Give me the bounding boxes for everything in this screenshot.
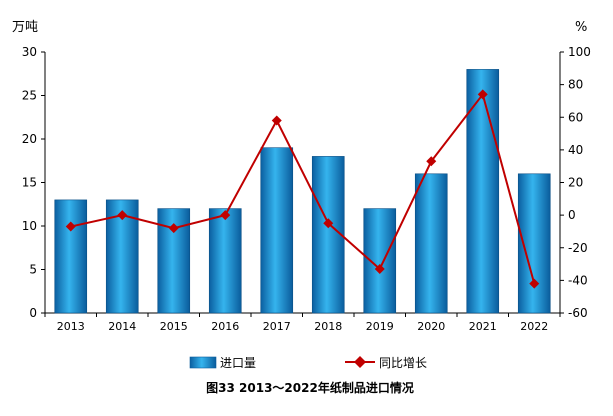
x-tick-label: 2020 bbox=[417, 320, 445, 333]
left-tick-label: 25 bbox=[22, 89, 37, 103]
right-tick-label: 0 bbox=[568, 208, 576, 222]
right-tick-label: 100 bbox=[568, 45, 591, 59]
x-tick-label: 2013 bbox=[57, 320, 85, 333]
legend-line-label: 同比增长 bbox=[379, 356, 427, 370]
growth-point bbox=[65, 221, 76, 232]
x-tick-label: 2018 bbox=[314, 320, 342, 333]
growth-point bbox=[220, 210, 231, 221]
line-series bbox=[65, 89, 540, 289]
left-tick-label: 5 bbox=[29, 263, 37, 277]
legend: 进口量 同比增长 bbox=[189, 356, 427, 370]
right-tick-label: 40 bbox=[568, 143, 583, 157]
legend-bar-swatch bbox=[189, 356, 217, 369]
bar bbox=[311, 156, 345, 314]
left-tick-label: 0 bbox=[29, 306, 37, 320]
x-tick-label: 2015 bbox=[160, 320, 188, 333]
growth-point bbox=[168, 223, 179, 234]
right-tick-label: 80 bbox=[568, 78, 583, 92]
left-tick-label: 10 bbox=[22, 219, 37, 233]
x-tick-label: 2021 bbox=[469, 320, 497, 333]
left-tick-label: 30 bbox=[22, 45, 37, 59]
growth-point bbox=[529, 278, 540, 289]
right-tick-label: -20 bbox=[568, 241, 588, 255]
right-tick-label: 20 bbox=[568, 176, 583, 190]
growth-line bbox=[70, 92, 536, 284]
bar bbox=[414, 173, 448, 314]
growth-point bbox=[426, 156, 437, 167]
bar bbox=[363, 208, 397, 314]
x-tick-label: 2022 bbox=[520, 320, 548, 333]
bar bbox=[54, 199, 88, 314]
tick-labels: 0 5 10 15 20 25 30 -60 -40 -20 0 20 40 60 80 100 2013 201… bbox=[22, 45, 591, 333]
left-tick-label: 15 bbox=[22, 176, 37, 190]
growth-point bbox=[477, 89, 488, 100]
right-tick-label: -40 bbox=[568, 273, 588, 287]
x-tick-label: 2016 bbox=[211, 320, 239, 333]
legend-line-marker bbox=[354, 356, 366, 368]
growth-point bbox=[323, 218, 334, 229]
growth-point bbox=[117, 210, 128, 221]
left-tick-label: 20 bbox=[22, 132, 37, 146]
legend-bar-label: 进口量 bbox=[220, 356, 256, 370]
x-tick-label: 2017 bbox=[263, 320, 291, 333]
x-tick-label: 2014 bbox=[108, 320, 136, 333]
growth-point bbox=[271, 115, 282, 126]
chart-title: 图33 2013～2022年纸制品进口情况 bbox=[206, 380, 414, 395]
right-tick-label: -60 bbox=[568, 306, 588, 320]
growth-point bbox=[374, 263, 385, 274]
bar-series bbox=[54, 69, 551, 314]
left-axis-unit: 万吨 bbox=[12, 20, 38, 35]
bar bbox=[466, 69, 500, 314]
right-axis-unit: % bbox=[575, 20, 587, 35]
x-tick-label: 2019 bbox=[366, 320, 394, 333]
right-tick-label: 60 bbox=[568, 110, 583, 124]
bar bbox=[208, 208, 242, 314]
bar bbox=[260, 147, 294, 314]
